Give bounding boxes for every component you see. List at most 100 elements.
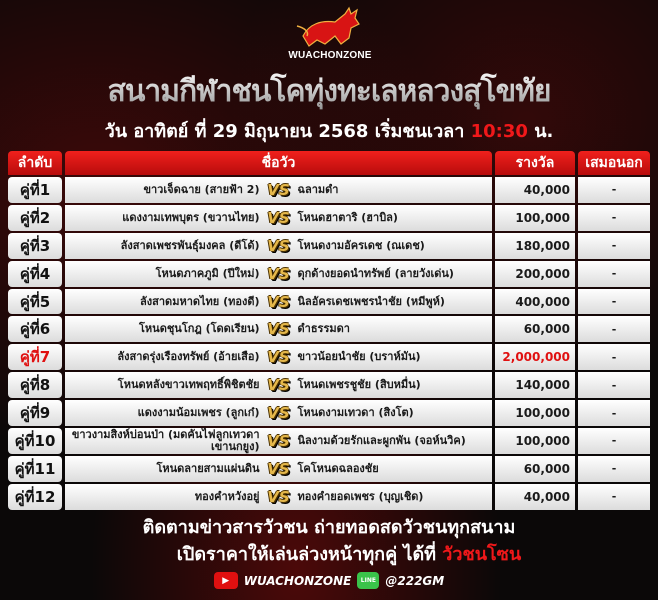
header-extra: เสมอนอก (578, 151, 650, 175)
youtube-channel[interactable]: WUACHONZONE (243, 573, 352, 588)
table-row: คู่ที่1 ขาวเจ็ดฉาย (สายฟ้า 2) VS ฉลามดำ 40,0… (8, 177, 650, 203)
pair-number: คู่ที่10 (8, 428, 62, 454)
vs-badge: VS (267, 180, 290, 199)
pair-number: คู่ที่12 (8, 483, 62, 510)
table-row: คู่ที่10 ขาวงามสิงห์บ่อนป่า (มดคันไฟลูกเท… (8, 428, 650, 454)
table-row: คู่ที่11 โหนดลายสามแผ่นดิน VS โคโหนดฉลองชัย… (8, 455, 650, 482)
left-bull-name: แดงงามเทพบุตร (ขวานไทย) (122, 210, 260, 224)
pair-number: คู่ที่5 (8, 288, 62, 315)
pair-number: คู่ที่1 (8, 177, 62, 203)
fight-schedule-table: ลำดับ ชื่อวัว รางวัล เสมอนอก คู่ที่1 ขาวเ… (8, 151, 650, 512)
vs-badge: VS (267, 208, 290, 227)
prize-amount: 40,000 (495, 177, 575, 203)
vs-badge: VS (267, 487, 290, 506)
matchup: โหนดชุนโกฎ (โดดเรียน) VS ดำธรรมดา (65, 316, 492, 343)
prize-amount: 40,000 (495, 483, 575, 510)
footer-line-1: ติดตามข่าวสารวัวชน ถ่ายทอดสดวัวชนทุกสนาม (142, 517, 516, 538)
vs-badge: VS (267, 236, 290, 255)
right-bull-name: โคโหนดฉลองชัย (297, 461, 379, 475)
matchup: ทองคำหวังอยู่ VS ทองคำยอดเพชร (บุญเชิด) (65, 483, 492, 510)
right-bull-name: นิลอัครเดชเพชรนำชัย (หมีพูห์) (297, 294, 445, 308)
pair-number: คู่ที่2 (8, 204, 62, 231)
prize-amount: 140,000 (495, 372, 575, 399)
left-bull-name: โหนดภาคภูมิ (ปีใหม่) (155, 266, 260, 280)
extra-value: - (578, 204, 650, 231)
prize-amount: 200,000 (495, 260, 575, 287)
vs-badge: VS (267, 292, 290, 311)
matchup: ลังสาดเพชรพันธุ์มงคล (ดีโด้) VS โหนดงามอัค… (65, 232, 492, 259)
line-id[interactable]: @222GM (385, 573, 445, 588)
vs-badge: VS (267, 376, 290, 395)
extra-value: - (578, 400, 650, 427)
start-time: 10:30 (470, 121, 528, 142)
table-row: คู่ที่8 โหนดหลังขาวเทพฤทธิ์พิชิตชัย VS โหนด… (8, 372, 650, 399)
footer-line-2-text: เปิดราคาให้เล่นล่วงหน้าทุกคู่ ได้ที่ (176, 544, 436, 565)
right-bull-name: ดุกด้างยอดนำทรัพย์ (ลายวังเด่น) (297, 266, 454, 280)
table-row: คู่ที่12 ทองคำหวังอยู่ VS ทองคำยอดเพชร (บุญ… (8, 483, 650, 510)
prize-amount: 180,000 (495, 232, 575, 259)
vs-badge: VS (267, 264, 290, 283)
right-bull-name: โหนดงามอัครเดช (ณเดช) (297, 238, 425, 252)
prize-amount: 60,000 (495, 455, 575, 482)
extra-value: - (578, 428, 650, 454)
matchup: โหนดภาคภูมิ (ปีใหม่) VS ดุกด้างยอดนำทรัพย์… (65, 260, 492, 287)
matchup: ลังสาดรุ่งเรืองทรัพย์ (อ้ายเสือ) VS ขาวน้อ… (65, 344, 492, 371)
extra-value: - (578, 455, 650, 482)
left-bull-name: ขาวเจ็ดฉาย (สายฟ้า 2) (143, 182, 260, 196)
right-bull-name: ฉลามดำ (297, 182, 339, 196)
prize-amount: 2,000,000 (495, 344, 575, 371)
extra-value: - (578, 177, 650, 203)
matchup: แดงงามเทพบุตร (ขวานไทย) VS โหนดฮาตาริ (ฮาบ… (65, 204, 492, 231)
left-bull-name: ลังสาดรุ่งเรืองทรัพย์ (อ้ายเสือ) (117, 350, 260, 364)
vs-badge: VS (267, 348, 290, 367)
prize-amount: 100,000 (495, 428, 575, 454)
table-row: คู่ที่5 ลังสาดมหาดไทย (ทองดี) VS นิลอัครเดช… (8, 288, 650, 315)
right-bull-name: นิลงามด้วยรักและผูกพัน (จอห์นวิค) (297, 433, 466, 447)
vs-badge: VS (267, 431, 290, 450)
extra-value: - (578, 232, 650, 259)
table-row: คู่ที่6 โหนดชุนโกฎ (โดดเรียน) VS ดำธรรมดา 60… (8, 316, 650, 343)
right-bull-name: ทองคำยอดเพชร (บุญเชิด) (297, 489, 424, 503)
matchup: แดงงามน้อมเพชร (ลูกเก๋) VS โหนดงามเทวดา (ส… (65, 400, 492, 427)
logo: WUACHONZONE (280, 6, 380, 66)
extra-value: - (578, 288, 650, 315)
pair-number: คู่ที่9 (8, 400, 62, 427)
left-bull-name: ขาวงามสิงห์บ่อนป่า (มดคันไฟลูกเทวดาเขานก… (71, 428, 260, 453)
right-bull-name: โหนดงามเทวดา (สิงโต) (297, 406, 414, 420)
table-header: ลำดับ ชื่อวัว รางวัล เสมอนอก (8, 151, 650, 175)
header-names: ชื่อวัว (65, 151, 492, 175)
pair-number: คู่ที่8 (8, 372, 62, 399)
right-bull-name: ดำธรรมดา (297, 322, 350, 336)
prize-amount: 400,000 (495, 288, 575, 315)
left-bull-name: ลังสาดเพชรพันธุ์มงคล (ดีโด้) (120, 238, 260, 252)
event-date: วัน อาทิตย์ ที่ 29 มิถุนายน 2568 เริ่มชน… (0, 118, 658, 146)
pair-number: คู่ที่7 (8, 344, 62, 371)
line-app-icon[interactable]: LINE (357, 572, 380, 589)
page-title: สนามกีฬาชนโคทุ่งทะเลหลวงสุโขทัย (0, 70, 658, 114)
prize-amount: 100,000 (495, 204, 575, 231)
time-suffix: น. (534, 121, 554, 142)
bull-logo-icon (296, 6, 360, 47)
extra-value: - (578, 483, 650, 510)
matchup: ขาวเจ็ดฉาย (สายฟ้า 2) VS ฉลามดำ (65, 177, 492, 203)
matchup: โหนดลายสามแผ่นดิน VS โคโหนดฉลองชัย (65, 455, 492, 482)
matchup: ขาวงามสิงห์บ่อนป่า (มดคันไฟลูกเทวดาเขานก… (65, 428, 492, 454)
extra-value: - (578, 260, 650, 287)
matchup: โหนดหลังขาวเทพฤทธิ์พิชิตชัย VS โหนดเพชรชูช… (65, 372, 492, 399)
vs-badge: VS (267, 404, 290, 423)
extra-value: - (578, 344, 650, 371)
extra-value: - (578, 316, 650, 343)
matchup: ลังสาดมหาดไทย (ทองดี) VS นิลอัครเดชเพชรนำช… (65, 288, 492, 315)
pair-number: คู่ที่11 (8, 455, 62, 482)
header-order: ลำดับ (8, 151, 62, 175)
pair-number: คู่ที่6 (8, 316, 62, 343)
youtube-icon[interactable]: ▶ (213, 572, 238, 589)
left-bull-name: โหนดหลังขาวเทพฤทธิ์พิชิตชัย (117, 378, 260, 392)
right-bull-name: โหนดฮาตาริ (ฮาบิล) (297, 210, 398, 224)
footer-brand: วัวชนโซน (442, 544, 522, 565)
right-bull-name: ขาวน้อยนำชัย (บราห์มัน) (297, 350, 421, 364)
vs-badge: VS (267, 459, 290, 478)
extra-value: - (578, 372, 650, 399)
left-bull-name: โหนดลายสามแผ่นดิน (156, 461, 260, 475)
prize-amount: 60,000 (495, 316, 575, 343)
